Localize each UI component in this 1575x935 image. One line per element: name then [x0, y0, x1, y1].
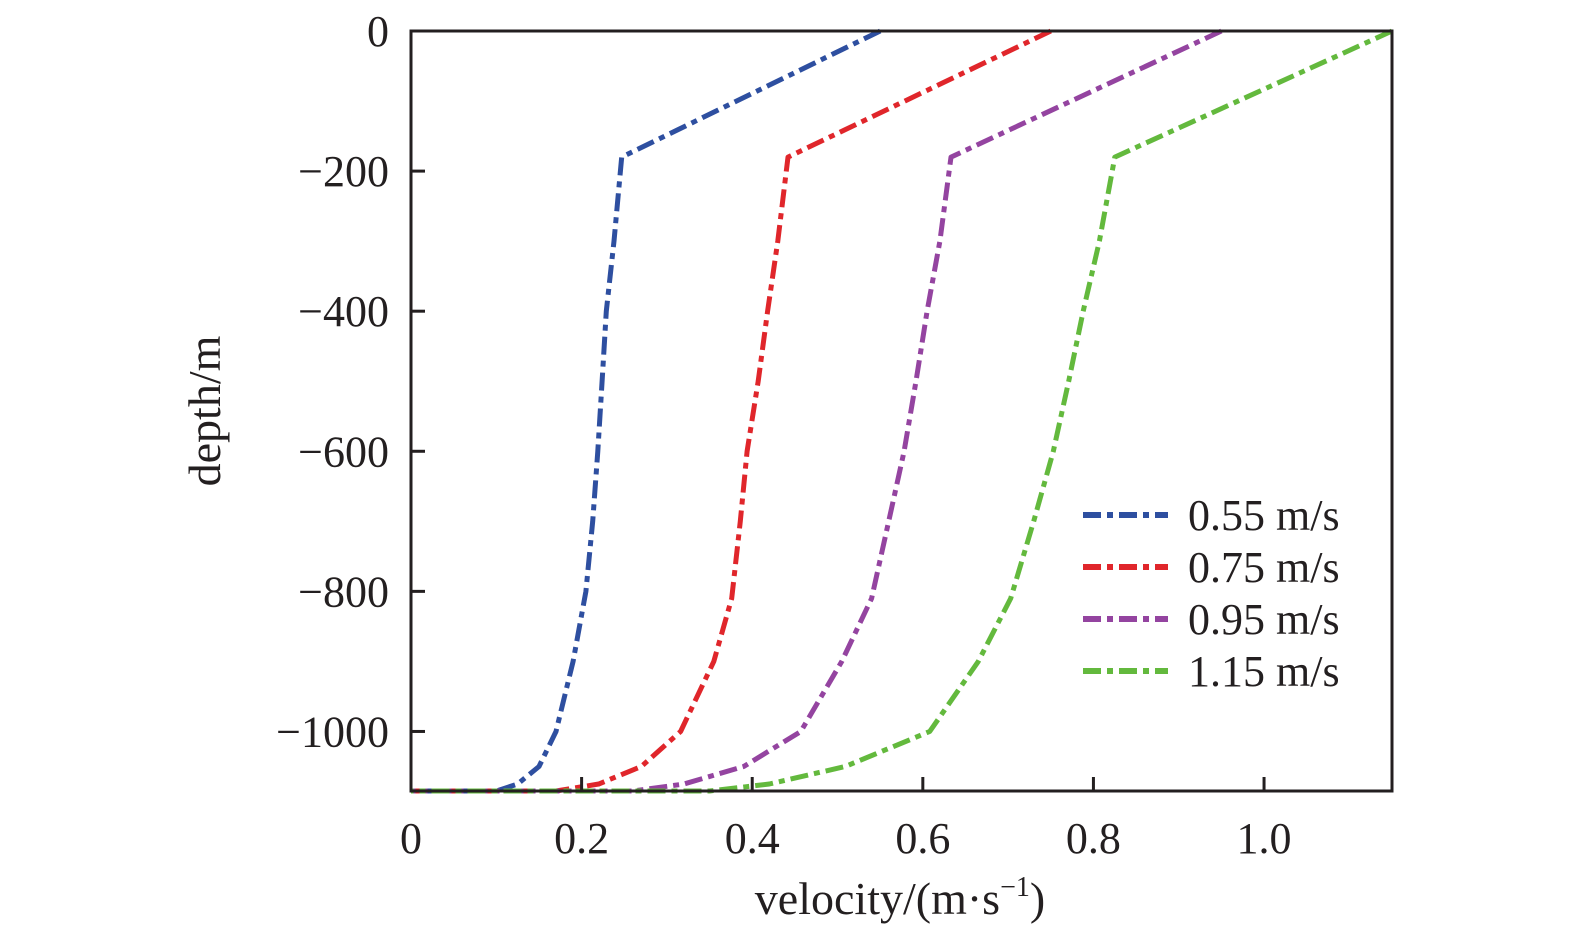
series-layer: [411, 28, 1394, 794]
legend: 0.55 m/s0.75 m/s0.95 m/s1.15 m/s: [1083, 491, 1340, 696]
legend-label: 0.75 m/s: [1188, 543, 1340, 592]
series-line-2: [411, 28, 1223, 794]
y-tick-label: −200: [298, 147, 389, 196]
series-line-3: [411, 28, 1394, 794]
legend-label: 0.95 m/s: [1188, 595, 1340, 644]
plot-frame: [409, 29, 1394, 793]
y-tick-label: −1000: [276, 707, 389, 756]
y-axis: 0 −200 −400 −600 −800 −1000: [276, 7, 425, 756]
series-line-0: [411, 28, 882, 794]
x-tick-label: 0.6: [895, 814, 950, 863]
y-tick-label: −400: [298, 287, 389, 336]
x-tick-label: 0.8: [1066, 814, 1121, 863]
legend-label: 0.55 m/s: [1188, 491, 1340, 540]
x-tick-label: 0.4: [725, 814, 780, 863]
series-line-1: [411, 28, 1052, 794]
y-tick-label: 0: [367, 7, 389, 56]
x-tick-label: 0.2: [554, 814, 609, 863]
y-tick-label: −800: [298, 567, 389, 616]
legend-label: 1.15 m/s: [1188, 647, 1340, 696]
x-tick-label: 0: [400, 814, 422, 863]
x-axis: 0 0.2 0.4 0.6 0.8 1.0: [400, 777, 1292, 863]
x-axis-label: velocity/(m·s−1): [755, 872, 1045, 924]
y-tick-label: −600: [298, 427, 389, 476]
x-tick-label: 1.0: [1237, 814, 1292, 863]
y-axis-label: depth/m: [179, 335, 230, 486]
